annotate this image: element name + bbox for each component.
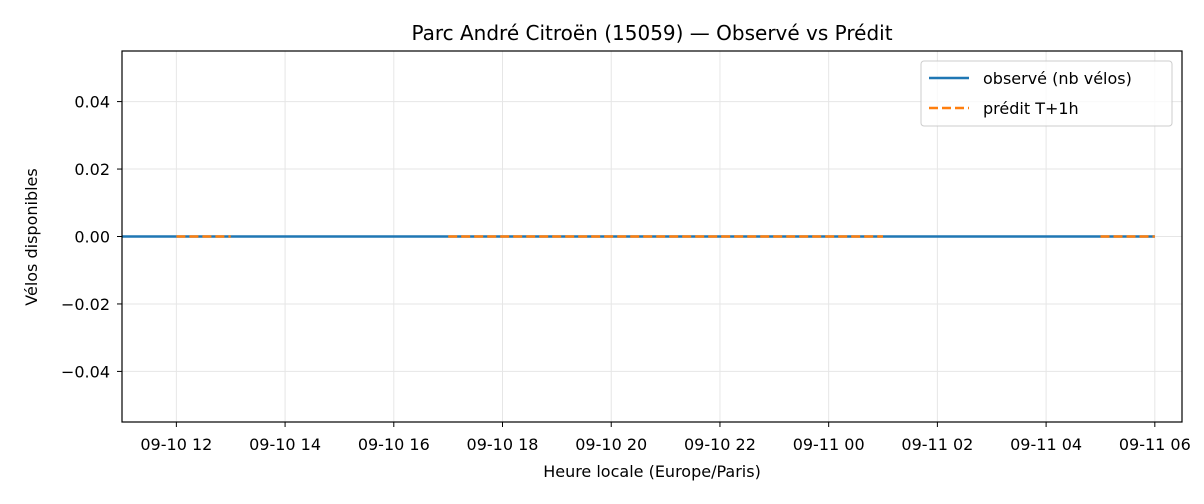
y-tick-label-1: 0.02 (74, 160, 110, 179)
x-tick-label-4: 09-10 20 (575, 435, 647, 454)
x-tick-label-6: 09-11 00 (793, 435, 865, 454)
x-tick-label-2: 09-10 16 (358, 435, 430, 454)
x-axis-title: Heure locale (Europe/Paris) (543, 462, 761, 481)
x-tick-label-7: 09-11 02 (901, 435, 973, 454)
y-tick-label-2: 0.00 (74, 228, 110, 247)
legend-box (920, 60, 1173, 127)
x-tick-label-9: 09-11 06 (1119, 435, 1191, 454)
chart-title: Parc André Citroën (15059) — Observé vs … (411, 21, 892, 45)
legend: observé (nb vélos) prédit T+1h (920, 60, 1173, 127)
x-tick-label-8: 09-11 04 (1010, 435, 1082, 454)
legend-label-0: observé (nb vélos) (983, 69, 1132, 88)
legend-label-1: prédit T+1h (983, 99, 1079, 118)
y-axis-title: Vélos disponibles (22, 168, 41, 305)
y-tick-label-0: 0.04 (74, 93, 110, 112)
x-tick-label-3: 09-10 18 (467, 435, 539, 454)
x-tick-label-1: 09-10 14 (249, 435, 321, 454)
ticks: 09-10 12 09-10 14 09-10 16 09-10 18 09-10 20… (61, 93, 1191, 454)
y-tick-label-3: −0.02 (61, 295, 110, 314)
x-tick-label-5: 09-10 22 (684, 435, 756, 454)
x-tick-label-0: 09-10 12 (140, 435, 212, 454)
y-tick-label-4: −0.04 (61, 362, 110, 381)
